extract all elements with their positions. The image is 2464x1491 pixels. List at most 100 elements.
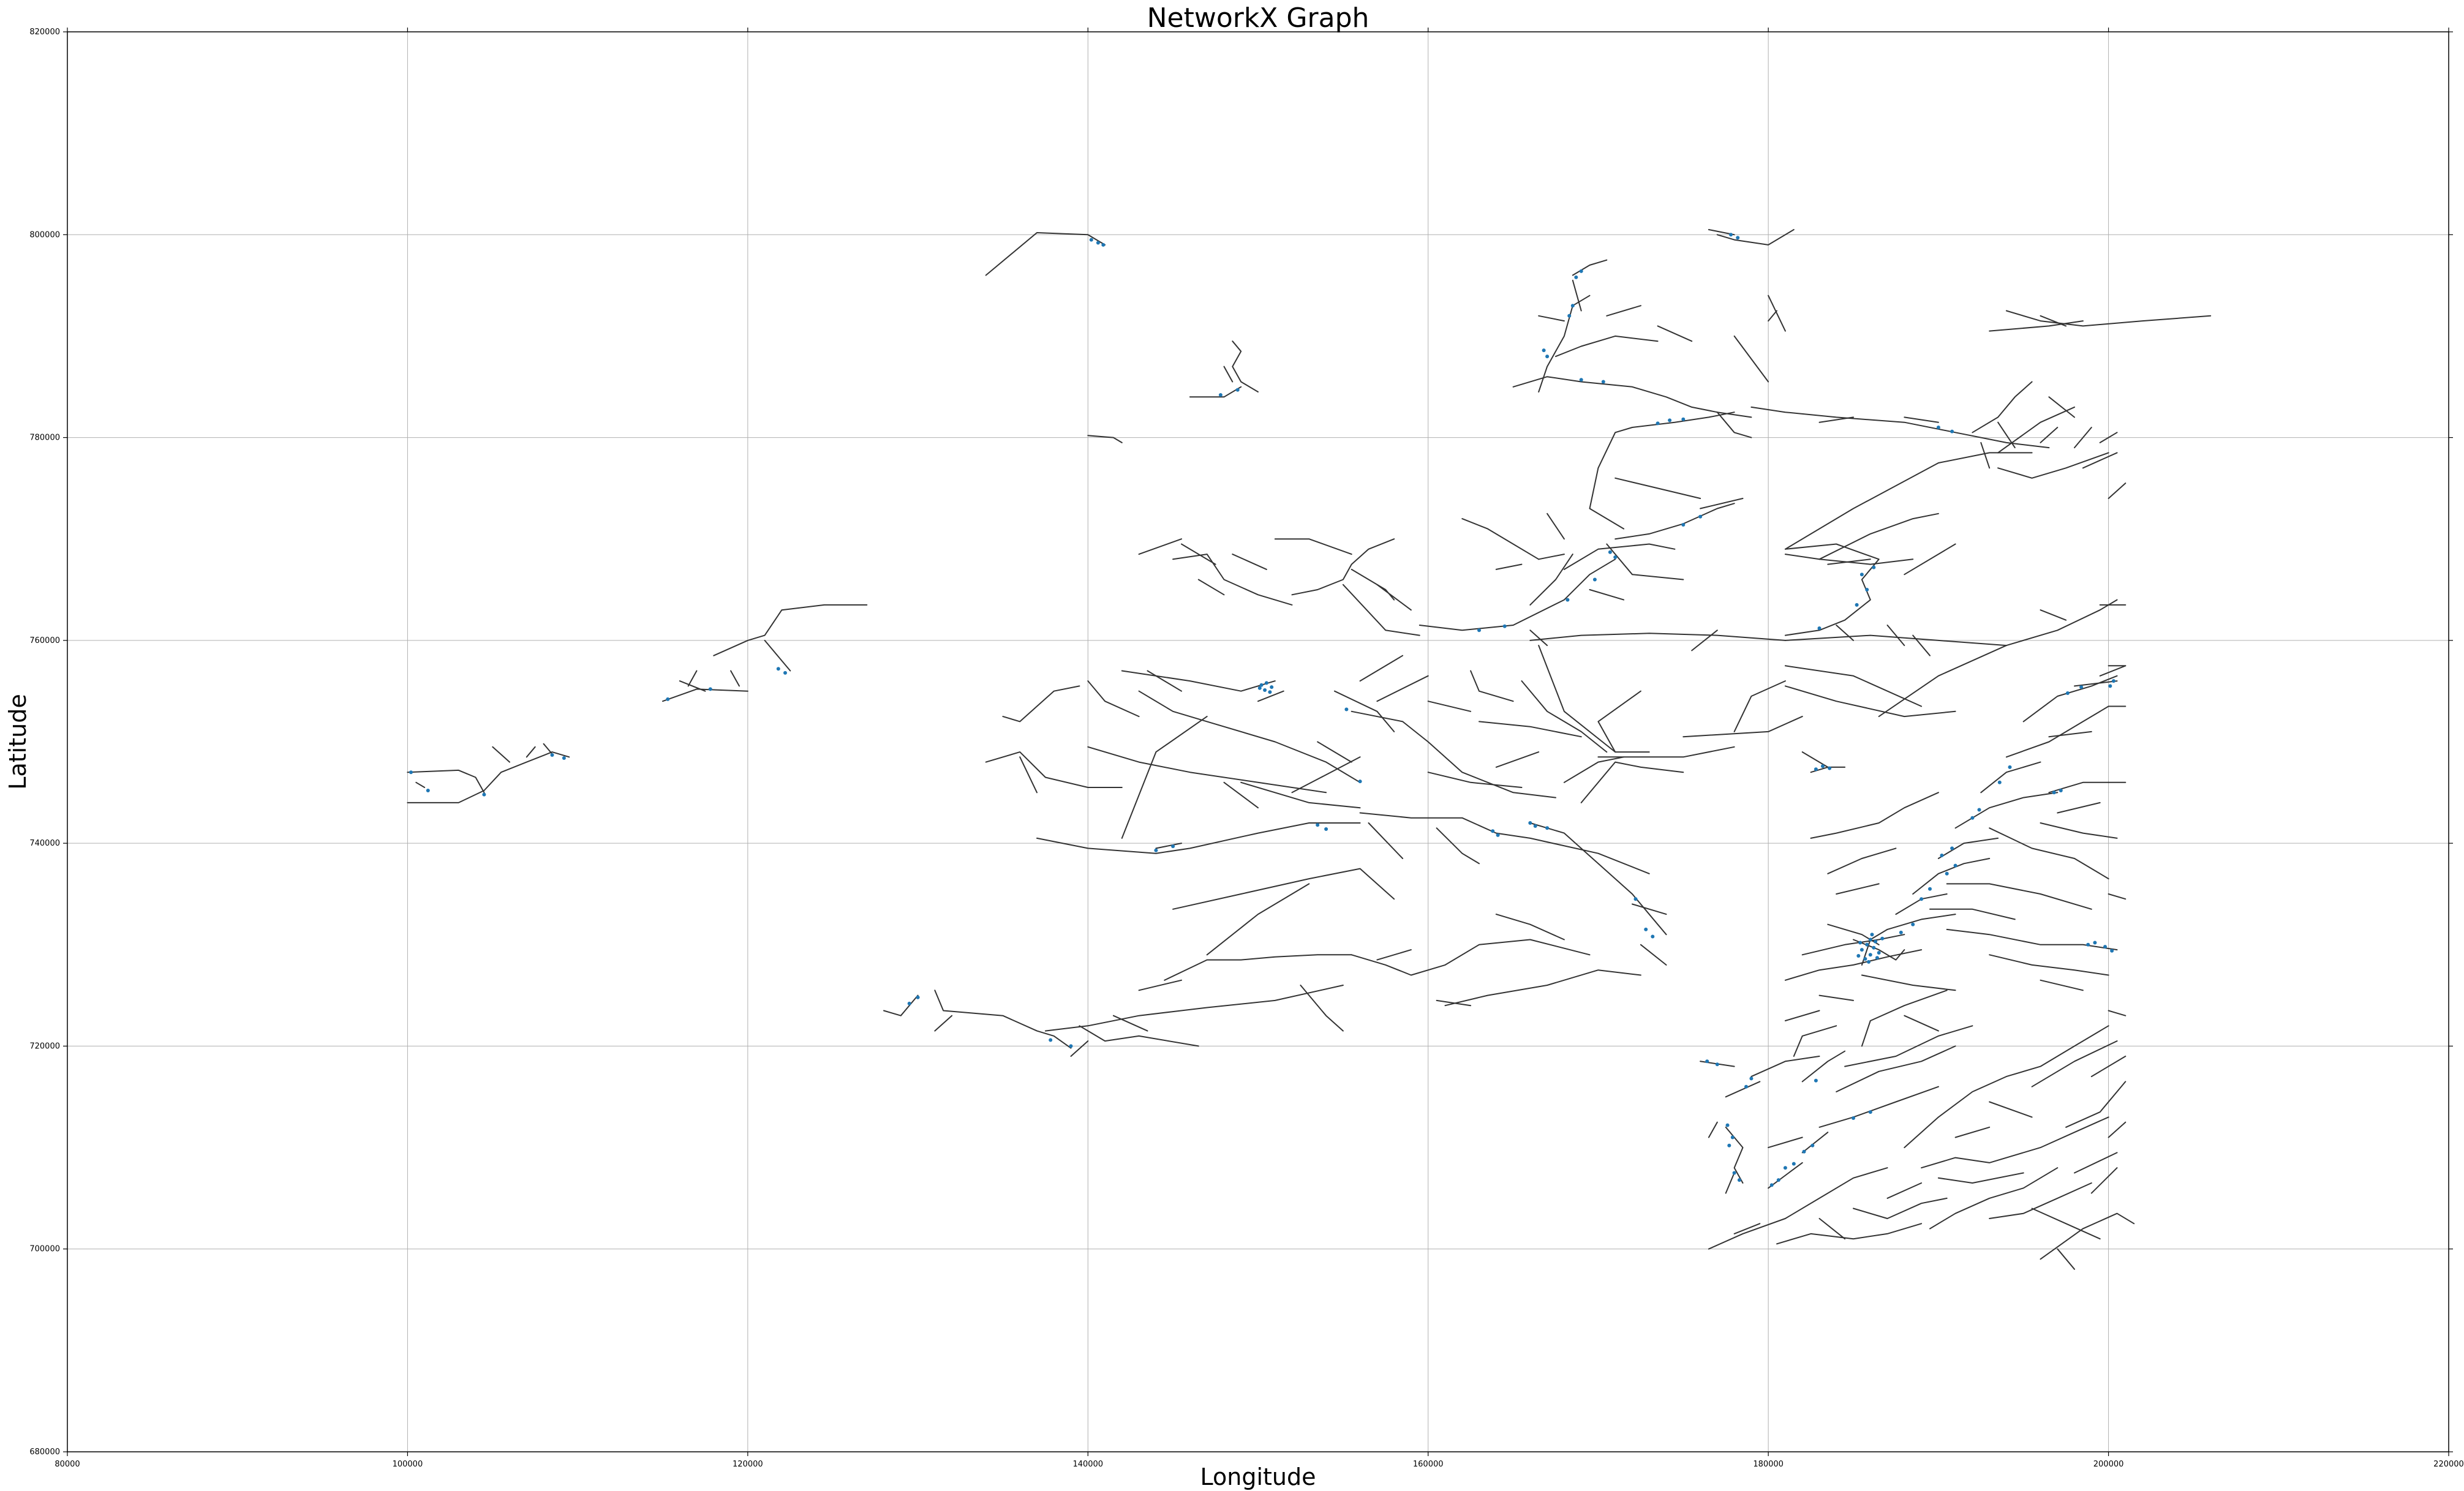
graph-edge-204 <box>1946 883 2092 910</box>
graph-edge-156 <box>1989 1182 2092 1219</box>
graph-node-97 <box>2108 684 2112 688</box>
graph-edge-57 <box>1351 710 1556 798</box>
graph-node-106 <box>1744 1084 1748 1089</box>
graph-edge-146 <box>1708 1167 1888 1250</box>
graph-node-86 <box>1928 887 1932 891</box>
graph-edge-15 <box>1189 386 1242 398</box>
graph-edge-52 <box>1257 690 1284 702</box>
graph-node-13 <box>1235 388 1240 392</box>
graph-edge-205 <box>1929 908 2016 920</box>
graph-node-50 <box>1579 378 1583 382</box>
graph-node-10 <box>1096 241 1100 245</box>
graph-edge-141 <box>1716 229 1795 246</box>
graph-edge-74 <box>1784 665 1923 707</box>
graph-edge-81 <box>1836 625 1854 641</box>
graph-nodes <box>409 233 2115 1187</box>
graph-edge-154 <box>1937 1172 2024 1184</box>
graph-node-39 <box>1502 624 1507 628</box>
graph-edge-198 <box>2074 680 2118 687</box>
graph-node-104 <box>2110 948 2114 953</box>
graph-node-120 <box>1852 1116 1855 1120</box>
graph-edge-129 <box>1784 554 1914 565</box>
graph-node-118 <box>1705 1059 1709 1064</box>
graph-edge-147 <box>1733 1223 1761 1234</box>
graph-edge-30 <box>1376 949 1412 961</box>
graph-node-55 <box>1545 355 1550 359</box>
graph-node-70 <box>1865 942 1869 947</box>
graph-edge-172 <box>1904 1015 1939 1032</box>
graph-edge-51 <box>1147 670 1182 692</box>
graph-edge-197 <box>2048 730 2092 738</box>
graph-node-52 <box>1570 304 1575 308</box>
graph-edge-109 <box>1555 335 1659 358</box>
graph-edge-45 <box>1002 685 1080 723</box>
graph-node-88 <box>1953 863 1957 868</box>
graph-edge-170 <box>1844 1025 1973 1067</box>
graph-edge-101 <box>1181 543 1216 565</box>
graph-edge-121 <box>1972 381 2033 434</box>
graph-edge-68 <box>1580 761 1684 803</box>
graph-edge-98 <box>1547 513 1565 540</box>
graph-node-81 <box>1880 936 1885 941</box>
graph-edge-58 <box>1427 772 1523 788</box>
graph-edge-136 <box>2048 396 2075 418</box>
graph-edge-150 <box>1853 1197 1948 1219</box>
graph-edge-32 <box>1444 969 1641 1007</box>
graph-edge-39 <box>1632 903 1667 915</box>
graph-edge-76 <box>2005 599 2118 647</box>
graph-edge-126 <box>1818 513 1939 560</box>
graph-edge-190 <box>1895 893 1948 915</box>
graph-node-101 <box>2086 942 2090 947</box>
graph-edge-73 <box>1784 685 1956 718</box>
graph-node-94 <box>2008 765 2012 769</box>
graph-edge-90 <box>1589 589 1625 601</box>
graph-edge-72 <box>1733 680 1786 732</box>
graph-edge-89 <box>1606 543 1684 580</box>
graph-edge-3 <box>492 746 511 763</box>
graph-edge-133 <box>1997 452 2109 479</box>
graph-edge-36 <box>1359 812 1650 874</box>
graph-edge-191 <box>1912 858 1991 895</box>
graph-edge-87 <box>1563 543 1676 570</box>
graph-edge-189 <box>1886 914 1956 930</box>
graph-node-102 <box>2093 941 2097 945</box>
graph-node-111 <box>1725 1123 1730 1127</box>
graph-edge-104 <box>1274 538 1352 555</box>
graph-edge-125 <box>2099 432 2118 443</box>
graph-node-11 <box>1101 242 1106 247</box>
graph-node-114 <box>1783 1166 1787 1170</box>
graph-edge-169 <box>1836 1045 1956 1092</box>
graph-node-16 <box>1049 1038 1053 1042</box>
graph-edge-139 <box>1989 320 2084 332</box>
graph-edge-38 <box>1529 822 1667 936</box>
graph-node-117 <box>1810 1143 1815 1147</box>
graph-edge-217 <box>2108 1010 2127 1016</box>
graph-edge-171 <box>1861 990 1948 1047</box>
graph-edge-26 <box>1172 868 1395 910</box>
graph-node-59 <box>1855 603 1859 607</box>
graph-edge-194 <box>1980 761 2041 794</box>
graph-node-30 <box>1528 821 1532 825</box>
graph-edge-78 <box>1529 633 1786 641</box>
graph-edge-193 <box>1954 792 2059 829</box>
graph-edge-108 <box>1197 579 1225 596</box>
graph-edge-179 <box>1725 1172 1735 1194</box>
graph-edge-212 <box>1810 792 1939 839</box>
graph-edge-118 <box>1716 411 1752 438</box>
graph-edge-208 <box>2040 979 2084 991</box>
graph-edge-173 <box>1801 1050 1846 1083</box>
graph-edge-183 <box>1768 1136 1803 1149</box>
graph-node-57 <box>1865 588 1869 592</box>
graph-node-7 <box>776 667 780 671</box>
graph-node-95 <box>2065 691 2070 695</box>
graph-edge-29 <box>1351 939 1591 976</box>
graph-edge-100 <box>1172 554 1293 606</box>
graph-edge-214 <box>1836 883 1880 895</box>
graph-edge-128 <box>1784 452 2033 550</box>
graph-node-40 <box>1565 598 1570 602</box>
graph-edge-37 <box>1436 827 1480 865</box>
graph-edge-105 <box>1351 568 1395 601</box>
graph-edge-82 <box>1886 625 1905 647</box>
graph-node-24 <box>1344 707 1349 712</box>
